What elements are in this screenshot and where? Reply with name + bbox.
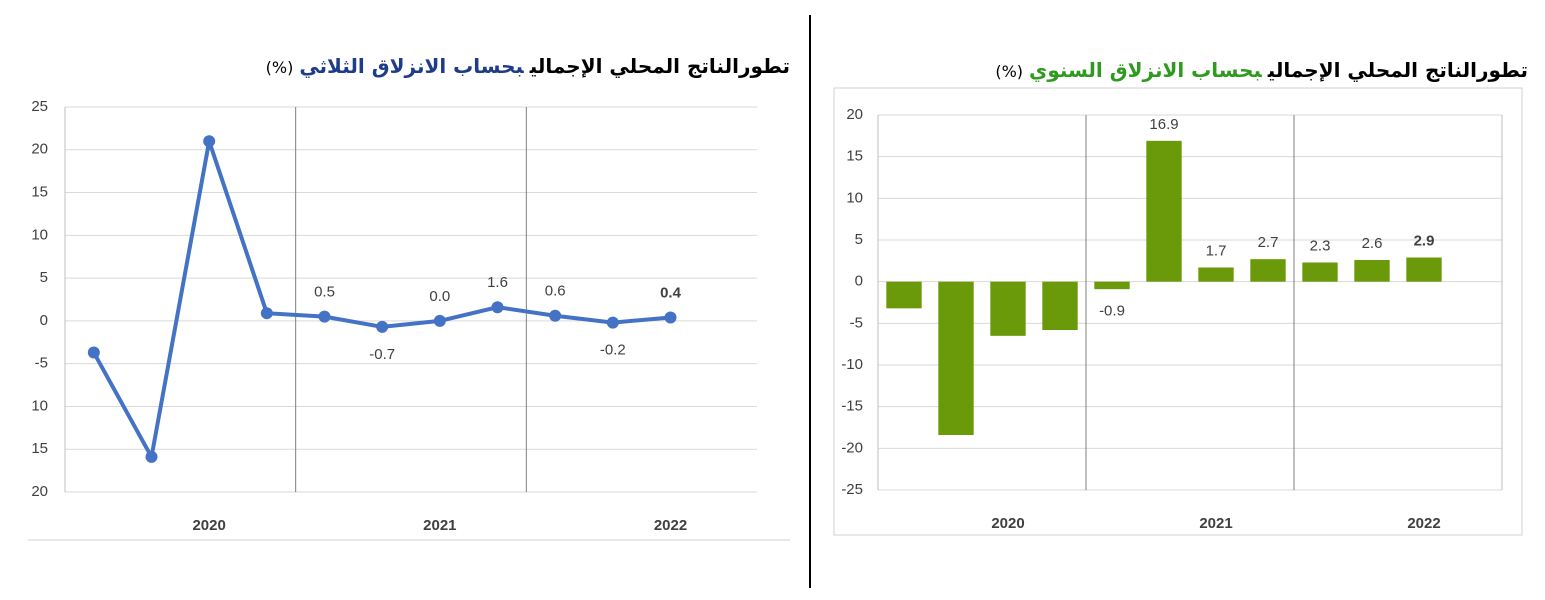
bar [990, 281, 1026, 336]
y-tick-label: 0 [40, 312, 48, 329]
x-group-label: 2022 [654, 517, 687, 534]
marker [376, 320, 389, 333]
data-label: 2.7 [1258, 234, 1279, 251]
data-label: 0.0 [429, 288, 450, 305]
data-label: 0.5 [314, 284, 335, 301]
title-part: بحساب الانزلاق السنوي [1029, 58, 1262, 82]
data-label: -0.2 [600, 342, 626, 359]
title-part: بحساب الانزلاق الثلاثي [299, 54, 524, 78]
marker [606, 316, 619, 329]
bar [1094, 281, 1130, 290]
data-label: 0.6 [545, 283, 566, 300]
data-label: 0.4 [660, 284, 682, 301]
x-group-label: 2021 [423, 517, 456, 534]
y-tick-label: 5 [855, 231, 863, 248]
y-tick-label: -15 [841, 398, 863, 415]
y-tick-label: 5 [40, 269, 48, 286]
y-tick-label: 10 [31, 397, 48, 414]
data-label: 16.9 [1149, 116, 1178, 133]
y-tick-label: 15 [31, 440, 48, 457]
data-label: -0.9 [1099, 303, 1125, 320]
bar [1302, 262, 1338, 282]
y-tick-label: 0 [855, 273, 863, 290]
bar [886, 281, 922, 309]
y-tick-label: -10 [841, 356, 863, 373]
bar [1146, 140, 1182, 282]
marker [87, 346, 100, 359]
bar [1250, 259, 1286, 282]
bar [1198, 267, 1234, 282]
marker [260, 307, 273, 320]
marker [145, 450, 158, 463]
y-tick-label: 20 [846, 106, 863, 123]
y-tick-label: 10 [31, 226, 48, 243]
y-tick-label: 15 [31, 184, 48, 201]
data-label: 1.6 [487, 274, 508, 291]
frame [833, 87, 1523, 536]
bar [938, 281, 974, 435]
marker [433, 314, 446, 327]
y-tick-label: 15 [846, 148, 863, 165]
y-tick-label: -5 [35, 355, 48, 372]
title-part: (%) [265, 58, 294, 77]
y-tick-label: -5 [850, 314, 863, 331]
y-tick-label: -25 [841, 481, 863, 498]
data-label: 2.3 [1310, 237, 1331, 254]
data-label: 2.9 [1414, 232, 1435, 249]
title-part: تطورالناتج المحلي الإجمالي [1267, 58, 1528, 82]
marker [491, 301, 504, 314]
y-tick-label: 20 [31, 141, 48, 158]
title-part: (%) [995, 62, 1024, 81]
marker [664, 311, 677, 324]
data-label: 1.7 [1206, 242, 1227, 259]
x-group-label: 2022 [1407, 515, 1440, 532]
y-tick-label: 25 [31, 98, 48, 115]
chart-title: تطورالناتج المحلي الإجماليبحساب الانزلاق… [989, 58, 1528, 82]
data-label: -0.7 [369, 346, 395, 363]
x-group-label: 2020 [991, 515, 1024, 532]
marker [203, 135, 216, 148]
y-tick-label: 10 [846, 189, 863, 206]
x-group-label: 2020 [192, 517, 225, 534]
y-tick-label: 20 [31, 483, 48, 500]
bar [1406, 257, 1442, 282]
data-label: 2.6 [1362, 235, 1383, 252]
line [92, 140, 671, 463]
chart-title: تطورالناتج المحلي الإجماليبحساب الانزلاق… [260, 54, 790, 78]
x-group-label: 2021 [1199, 515, 1232, 532]
bar [1354, 260, 1390, 282]
y-tick-label: -20 [841, 439, 863, 456]
bar [1042, 281, 1078, 330]
marker [549, 309, 562, 322]
title-part: تطورالناتج المحلي الإجمالي [529, 54, 790, 78]
marker [318, 310, 331, 323]
